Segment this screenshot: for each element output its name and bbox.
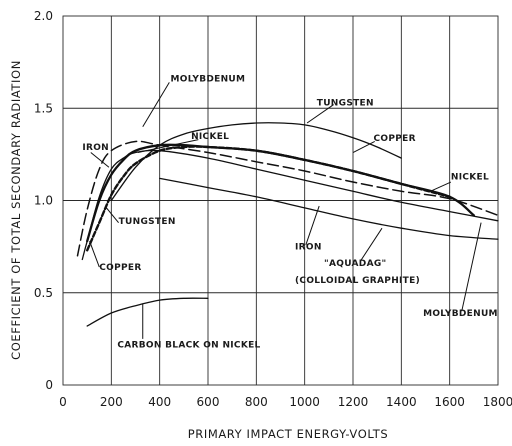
annotation-carbon-black-on-nickel: CARBON BLACK ON NICKEL: [117, 340, 260, 350]
series-line-aquadag-colloidal-graphite: [159, 177, 499, 240]
annotation-leader-line: [142, 82, 170, 127]
x-tick-label: 600: [197, 395, 220, 409]
annotation-leader-line: [306, 104, 334, 124]
annotation-leader-line: [305, 205, 320, 245]
series-line-molybdenum: [76, 140, 499, 257]
series-line-iron: [81, 149, 499, 261]
annotation-tungsten: TUNGSTEN: [119, 217, 176, 227]
series-line-carbon-black-on-nickel: [86, 297, 209, 327]
y-tick-label: 1.5: [34, 101, 53, 115]
x-tick-label: 400: [148, 395, 171, 409]
x-tick-label: 1200: [338, 395, 369, 409]
annotation-copper: COPPER: [374, 134, 416, 144]
chart-grid: [62, 15, 499, 386]
x-tick-label: 800: [245, 395, 268, 409]
annotation-iron: IRON: [82, 143, 109, 153]
annotation-molybdenum: MOLYBDENUM: [423, 309, 498, 319]
x-tick-label: 1000: [289, 395, 320, 409]
y-tick-label: 1.0: [34, 194, 53, 208]
y-axis-label: COEFFICIENT OF TOTAL SECONDARY RADIATION: [9, 60, 23, 360]
annotation-tungsten: TUNGSTEN: [317, 99, 374, 109]
annotation-nickel: NICKEL: [191, 132, 229, 142]
series-line-nickel: [86, 143, 475, 243]
y-tick-label: 0.5: [34, 286, 53, 300]
chart-annotations: MOLYBDENUM TUNGSTEN NICKEL IRON COPPER NICKEL…: [82, 75, 497, 351]
annotation-leader-line: [106, 207, 119, 223]
chart-curves: [76, 122, 499, 327]
x-tick-label: 1600: [434, 395, 465, 409]
annotation-leader-line: [352, 141, 375, 153]
annotation-iron: IRON: [295, 243, 322, 253]
annotation-colloidal-graphite: (COLLOIDAL GRAPHITE): [295, 276, 420, 286]
annotation-copper: COPPER: [99, 263, 141, 273]
annotation-leader-line: [430, 181, 452, 192]
annotation-leader-line: [90, 152, 110, 168]
annotation-aquadag: "AQUADAG": [324, 259, 387, 269]
series-line-copper: [86, 145, 451, 252]
chart-leader-lines: [89, 82, 482, 339]
annotation-nickel: NICKEL: [451, 173, 489, 183]
annotation-molybdenum: MOLYBDENUM: [171, 75, 246, 85]
y-axis-tick-labels: 0 0.5 1.0 1.5 2.0: [34, 9, 53, 392]
x-tick-label: 1800: [483, 395, 512, 409]
annotation-leader-line: [137, 139, 199, 154]
x-axis-tick-labels: 0 200 400 600 800 1000 1200 1400 1600 1800: [59, 395, 512, 409]
y-tick-label: 2.0: [34, 9, 53, 23]
annotation-leader-line: [359, 227, 383, 262]
x-tick-label: 0: [59, 395, 67, 409]
x-tick-label: 1400: [386, 395, 417, 409]
annotation-leader-line: [461, 222, 482, 312]
x-tick-label: 200: [100, 395, 123, 409]
x-axis-label: PRIMARY IMPACT ENERGY-VOLTS: [188, 427, 389, 441]
y-tick-label: 0: [45, 378, 53, 392]
annotation-leader-line: [89, 240, 100, 268]
